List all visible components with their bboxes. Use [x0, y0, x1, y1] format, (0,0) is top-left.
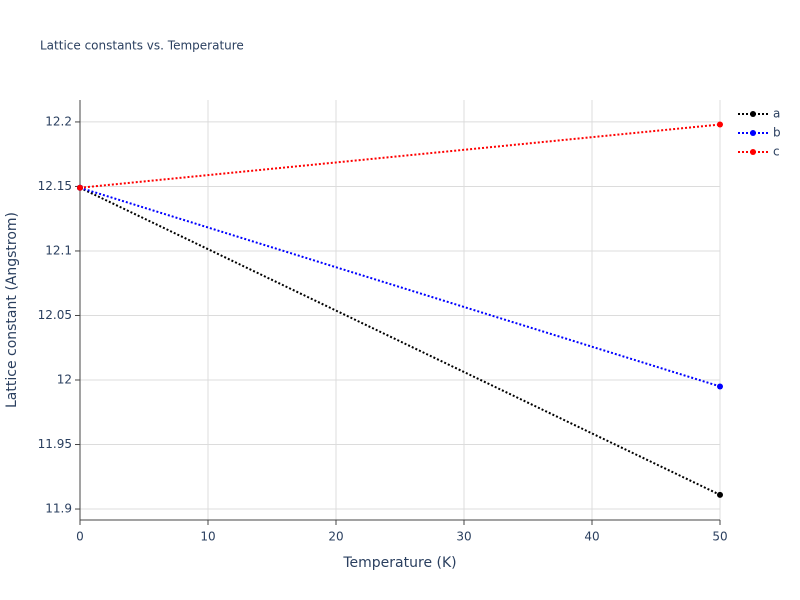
series-line [79, 123, 721, 189]
y-tick-label: 12.2 [45, 114, 72, 128]
point [717, 383, 723, 390]
legend-label: c [773, 145, 780, 159]
point [77, 184, 83, 191]
y-tick-label: 12.05 [38, 308, 72, 322]
point [717, 121, 723, 128]
legend-label: b [773, 126, 781, 140]
y-tick-label: 12.15 [38, 179, 72, 193]
x-tick-label: 20 [328, 530, 343, 544]
x-tick-label: 30 [456, 530, 471, 544]
x-tick-label: 10 [200, 530, 215, 544]
x-tick-label: 40 [584, 530, 599, 544]
y-tick-label: 11.95 [38, 437, 72, 451]
x-axis-title: Temperature (K) [342, 555, 456, 571]
legend-marker [750, 149, 756, 155]
series-line [79, 186, 721, 388]
series-line [79, 186, 721, 496]
y-tick-label: 12 [57, 373, 72, 387]
y-tick-label: 12.1 [45, 243, 72, 257]
legend-marker [750, 130, 756, 136]
y-axis-title: Lattice constant (Angstrom) [4, 212, 20, 408]
x-tick-label: 50 [712, 530, 727, 544]
point [717, 491, 723, 498]
y-tick-label: 11.9 [45, 502, 72, 516]
chart-title: Lattice constants vs. Temperature [40, 39, 244, 53]
legend-marker [750, 111, 756, 117]
legend-label: a [773, 107, 780, 121]
x-tick-label: 0 [76, 530, 84, 544]
